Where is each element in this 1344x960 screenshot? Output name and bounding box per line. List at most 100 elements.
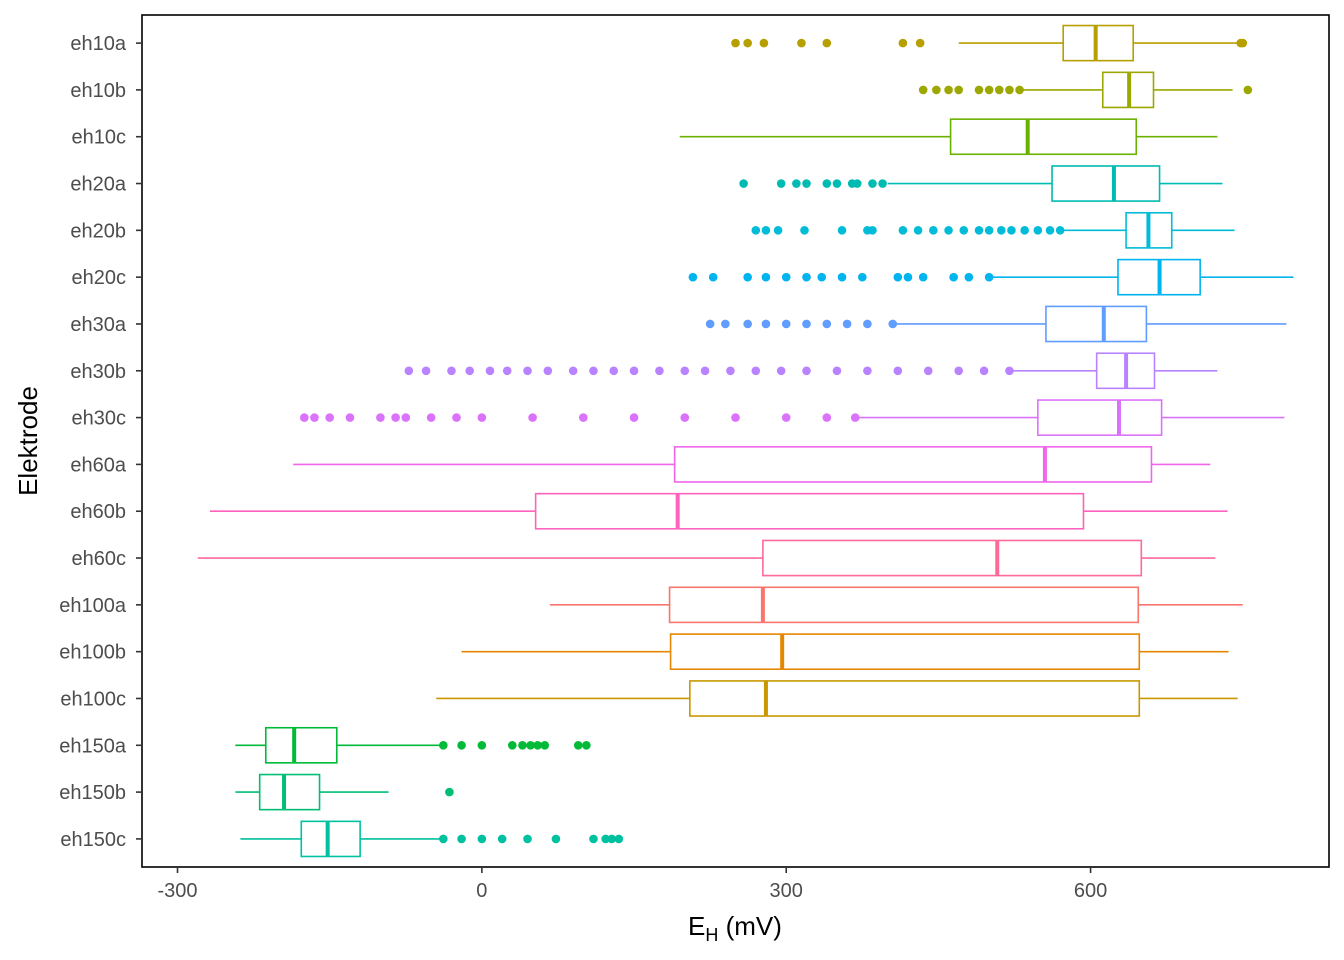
outlier-point — [822, 38, 832, 48]
y-tick-label: eh20c — [72, 267, 127, 289]
y-tick-label: eh150c — [60, 829, 126, 851]
outlier-point — [878, 179, 887, 188]
outlier-point — [832, 179, 842, 188]
outlier-point — [508, 740, 517, 750]
outlier-point — [1033, 226, 1043, 235]
outlier-point — [614, 834, 624, 844]
outlier-point — [447, 366, 456, 376]
outlier-point — [477, 413, 487, 422]
outlier-point — [680, 413, 690, 422]
outlier-point — [913, 226, 923, 235]
outlier-point — [751, 366, 761, 376]
outlier-point — [457, 740, 466, 750]
outlier-point — [700, 366, 710, 376]
outlier-point — [949, 272, 958, 282]
outlier-point — [300, 413, 309, 422]
outlier-point — [915, 38, 925, 48]
outlier-point — [893, 366, 903, 376]
y-tick-label: eh10b — [70, 80, 126, 102]
box-iqr — [1062, 24, 1134, 62]
box-iqr — [762, 539, 1143, 577]
outlier-point — [543, 366, 553, 376]
outlier-point — [781, 272, 791, 282]
outlier-point — [477, 834, 487, 844]
outlier-point — [903, 272, 913, 282]
outlier-point — [609, 366, 619, 376]
outlier-point — [439, 834, 448, 844]
y-tick-label: eh30c — [72, 408, 127, 430]
outlier-point — [797, 38, 806, 48]
y-tick-label: eh60c — [72, 548, 127, 570]
outlier-point — [345, 413, 355, 422]
outlier-point — [523, 366, 532, 376]
outlier-point — [918, 272, 928, 282]
outlier-point — [629, 413, 639, 422]
outlier-point — [1243, 85, 1253, 95]
x-axis-title-subscript: H — [705, 925, 718, 945]
outlier-point — [452, 413, 461, 422]
outlier-point — [1238, 38, 1248, 48]
outlier-point — [802, 319, 811, 329]
outlier-point — [573, 740, 583, 750]
box-iqr — [264, 726, 338, 764]
outlier-point — [708, 272, 718, 282]
box-eh60a — [293, 446, 1211, 483]
outlier-point — [944, 85, 953, 95]
outlier-point — [401, 413, 411, 422]
outlier-point — [984, 272, 994, 282]
outlier-point — [1007, 226, 1016, 235]
outlier-point — [822, 319, 832, 329]
outlier-point — [1020, 226, 1029, 235]
box-iqr — [949, 118, 1138, 156]
box-eh30c — [300, 399, 1285, 436]
outlier-point — [761, 319, 771, 329]
outlier-point — [629, 366, 639, 376]
outlier-point — [497, 834, 507, 844]
outlier-point — [325, 413, 334, 422]
outlier-point — [540, 740, 550, 750]
box-eh150c — [240, 820, 624, 858]
outlier-point — [792, 179, 801, 188]
box-eh150b — [235, 773, 454, 811]
box-iqr — [668, 586, 1140, 624]
outlier-point — [984, 226, 994, 235]
outlier-point — [439, 740, 448, 750]
plot-panel-border — [141, 14, 1330, 868]
outlier-point — [502, 366, 512, 376]
x-tick-label: 300 — [770, 880, 803, 902]
outlier-point — [739, 179, 748, 188]
outlier-point — [1005, 85, 1014, 95]
y-tick-label: eh20a — [70, 174, 126, 196]
outlier-point — [310, 413, 319, 422]
y-tick-label: eh60a — [70, 454, 126, 476]
outlier-point — [477, 740, 487, 750]
outlier-point — [954, 85, 963, 95]
outlier-point — [974, 85, 984, 95]
outlier-point — [868, 226, 877, 235]
box-eh20a — [739, 165, 1223, 202]
outlier-point — [918, 85, 928, 95]
box-iqr — [534, 492, 1085, 530]
outlier-point — [761, 226, 771, 235]
outlier-point — [528, 413, 537, 422]
box-eh100c — [436, 680, 1238, 717]
outlier-point — [979, 366, 989, 376]
outlier-point — [959, 226, 969, 235]
outlier-point — [485, 366, 495, 376]
outlier-point — [743, 319, 752, 329]
outlier-point — [837, 272, 847, 282]
y-tick-label: eh60b — [70, 501, 126, 523]
outlier-point — [391, 413, 400, 422]
outlier-point — [863, 319, 872, 329]
outlier-point — [802, 272, 811, 282]
outlier-point — [954, 366, 963, 376]
outlier-point — [994, 85, 1004, 95]
outlier-point — [858, 272, 867, 282]
box-eh30b — [404, 352, 1218, 390]
x-tick-label: 600 — [1074, 880, 1107, 902]
box-eh20b — [751, 211, 1235, 249]
outlier-point — [1055, 226, 1065, 235]
outlier-point — [421, 366, 431, 376]
outlier-point — [781, 319, 791, 329]
